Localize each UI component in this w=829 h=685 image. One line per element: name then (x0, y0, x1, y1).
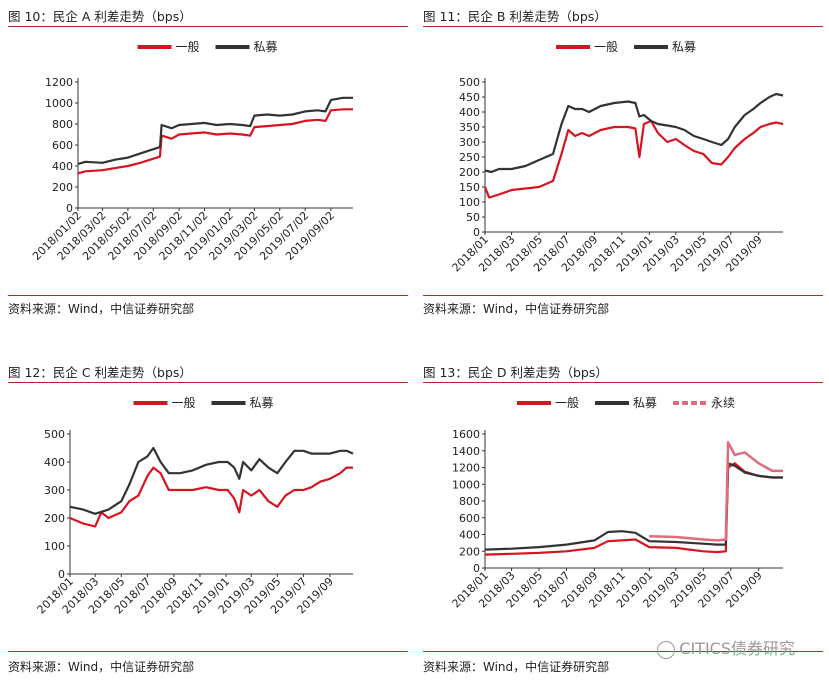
watermark-text: CITICS债券研究 (679, 639, 795, 658)
watermark: CITICS债券研究 (657, 635, 795, 659)
y-tick-label: 450 (459, 91, 480, 104)
source-rule (8, 651, 408, 652)
legend-label: 一般 (594, 39, 618, 54)
y-tick-label: 400 (459, 529, 480, 542)
y-tick-label: 800 (459, 495, 480, 508)
y-tick-label: 600 (52, 139, 73, 152)
chart-source: 资料来源：Wind，中信证券研究部 (8, 660, 195, 674)
chart-title: 图 13：民企 D 利差走势（bps） (423, 365, 608, 380)
legend-item: 私募 (634, 40, 696, 54)
chart-title: 图 10：民企 A 利差走势（bps） (8, 9, 192, 24)
wechat-icon (657, 640, 676, 659)
legend-item: 一般 (556, 39, 618, 54)
y-tick-label: 1000 (45, 97, 73, 110)
legend-label: 私募 (672, 40, 696, 54)
chart-d: 一般 私募 永续020040060080010001200140016002018/… (450, 395, 783, 610)
y-tick-label: 1600 (452, 428, 480, 441)
y-tick-label: 100 (44, 540, 65, 553)
chart-panel-d: 图 13：民企 D 利差走势（bps） 一般 私募 永续 0 200 400 600 800 1… (423, 356, 823, 676)
chart-c: 一般 私募01002003004005002018/012018/032018/0… (35, 395, 354, 616)
y-tick-label: 500 (459, 76, 480, 89)
legend-label: 一般 (176, 39, 200, 54)
chart-source: 资料来源：Wind，中信证券研究部 (423, 660, 610, 674)
series-line-私募 (484, 462, 783, 551)
y-tick-label: 800 (52, 118, 73, 131)
legend-item: 私募 (211, 396, 274, 410)
series-line-一般 (483, 119, 784, 199)
chart-panel-c: 图 12：民企 C 利差走势（bps） 一般 私募 0 100 200 300 400 500… (8, 356, 408, 676)
y-tick-label: 200 (44, 512, 65, 525)
title-rule (423, 26, 823, 27)
y-tick-label: 100 (459, 196, 480, 209)
chart-title: 图 11：民企 B 利差走势（bps） (423, 9, 607, 24)
y-tick-label: 1200 (452, 462, 480, 475)
source-rule (8, 295, 408, 296)
series-line-一般 (484, 462, 783, 556)
series-line-私募 (69, 446, 354, 515)
y-tick-label: 200 (459, 166, 480, 179)
y-tick-label: 250 (459, 151, 480, 164)
legend-item: 私募 (595, 396, 657, 410)
y-tick-label: 0 (66, 202, 73, 215)
chart-panel-a: 图 10：民企 A 利差走势（bps） 一般 私募 0 200 400 600 800 100… (8, 0, 408, 320)
y-tick-label: 350 (459, 121, 480, 134)
y-tick-label: 500 (44, 428, 65, 441)
legend-label: 私募 (633, 396, 657, 410)
title-rule (8, 382, 408, 383)
y-tick-label: 50 (466, 211, 480, 224)
y-tick-label: 600 (459, 512, 480, 525)
chart-a: 一般 私募0200400600800100012002018/01/022018/… (30, 39, 353, 263)
y-tick-label: 150 (459, 181, 480, 194)
y-tick-label: 0 (58, 568, 65, 581)
y-tick-label: 1200 (45, 76, 73, 89)
legend-label: 私募 (250, 396, 274, 410)
legend-item: 一般 (133, 395, 196, 410)
series-line-一般 (69, 466, 353, 528)
series-line-一般 (77, 108, 353, 175)
y-tick-label: 1000 (452, 478, 480, 491)
title-rule (423, 382, 823, 383)
legend-label: 私募 (254, 40, 278, 54)
y-tick-label: 300 (44, 484, 65, 497)
source-rule (423, 651, 823, 652)
legend-item: 一般 (517, 395, 579, 410)
chart-b: 一般 私募0501001502002503003504004505002018/0… (450, 39, 784, 274)
y-tick-label: 400 (459, 106, 480, 119)
chart-panel-b: 图 11：民企 B 利差走势（bps） 一般 私募 0 50 100 150 200 250 3… (423, 0, 823, 320)
y-tick-label: 300 (459, 136, 480, 149)
legend-label: 一般 (172, 395, 196, 410)
chart-source: 资料来源：Wind，中信证券研究部 (423, 302, 610, 316)
legend-label: 永续 (711, 396, 735, 410)
y-tick-label: 400 (44, 456, 65, 469)
series-line-私募 (484, 92, 784, 174)
series-line-永续 (649, 441, 783, 542)
chart-source: 资料来源：Wind，中信证券研究部 (8, 302, 195, 316)
series-line-私募 (77, 96, 353, 165)
legend-item: 私募 (215, 40, 278, 54)
title-rule (8, 26, 408, 27)
y-tick-label: 200 (52, 181, 73, 194)
y-tick-label: 1400 (452, 445, 480, 458)
chart-title: 图 12：民企 C 利差走势（bps） (8, 365, 192, 380)
y-tick-label: 0 (473, 562, 480, 575)
y-tick-label: 400 (52, 160, 73, 173)
y-tick-label: 0 (473, 226, 480, 239)
legend-label: 一般 (555, 395, 579, 410)
legend-item: 一般 (137, 39, 200, 54)
y-tick-label: 200 (459, 545, 480, 558)
source-rule (423, 295, 823, 296)
legend-item: 永续 (673, 396, 735, 410)
